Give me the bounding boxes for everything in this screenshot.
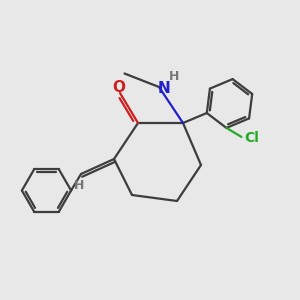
Text: O: O: [112, 80, 125, 95]
Text: H: H: [74, 179, 85, 192]
Text: Cl: Cl: [244, 131, 259, 146]
Text: N: N: [158, 81, 171, 96]
Text: H: H: [169, 70, 179, 83]
